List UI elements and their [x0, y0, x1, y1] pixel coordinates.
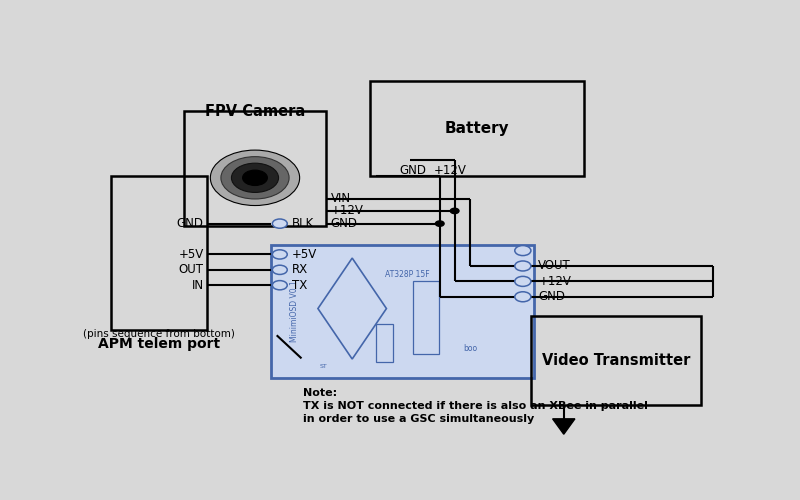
Text: BLK: BLK — [292, 217, 314, 230]
Circle shape — [435, 221, 444, 226]
Circle shape — [242, 170, 267, 186]
Circle shape — [514, 261, 531, 271]
Text: FPV Camera: FPV Camera — [205, 104, 305, 119]
Text: GND: GND — [538, 290, 566, 304]
Circle shape — [514, 276, 531, 286]
Circle shape — [210, 150, 300, 206]
Text: +5V: +5V — [292, 248, 318, 261]
Circle shape — [272, 219, 287, 228]
Text: Battery: Battery — [444, 121, 509, 136]
Text: VOUT: VOUT — [538, 260, 571, 272]
Bar — [376, 324, 393, 362]
Text: RX: RX — [292, 264, 308, 276]
Text: AT328P 15F: AT328P 15F — [386, 270, 430, 278]
Text: MinimiOSD V0.1: MinimiOSD V0.1 — [290, 280, 298, 342]
Polygon shape — [553, 419, 575, 434]
Text: GND: GND — [330, 217, 358, 230]
Bar — [413, 280, 439, 353]
Text: +12V: +12V — [538, 275, 571, 288]
Text: ST: ST — [319, 364, 327, 370]
Bar — [111, 176, 207, 330]
Text: IN: IN — [191, 278, 203, 291]
Text: VIN: VIN — [330, 192, 350, 205]
Text: +12V: +12V — [434, 164, 466, 177]
Text: GND: GND — [177, 217, 203, 230]
Bar — [270, 245, 534, 378]
Text: Note:
TX is NOT connected if there is also an XBee in parallel
in order to use a: Note: TX is NOT connected if there is al… — [303, 388, 648, 424]
Circle shape — [514, 292, 531, 302]
Circle shape — [450, 208, 459, 214]
Circle shape — [231, 163, 278, 192]
Text: +12V: +12V — [330, 204, 363, 218]
Text: APM telem port: APM telem port — [98, 336, 220, 350]
Text: Video Transmitter: Video Transmitter — [542, 353, 690, 368]
Text: boo: boo — [464, 344, 478, 353]
Bar — [531, 316, 702, 404]
Circle shape — [221, 156, 289, 199]
Circle shape — [272, 265, 287, 274]
Text: (pins sequence from bottom): (pins sequence from bottom) — [83, 329, 235, 339]
Circle shape — [514, 246, 531, 256]
Circle shape — [272, 250, 287, 259]
Bar — [184, 111, 326, 226]
Text: TX: TX — [292, 278, 307, 291]
Text: +5V: +5V — [178, 248, 203, 261]
Text: GND: GND — [400, 164, 426, 177]
Text: OUT: OUT — [178, 264, 203, 276]
Circle shape — [272, 280, 287, 290]
Bar — [370, 81, 584, 176]
